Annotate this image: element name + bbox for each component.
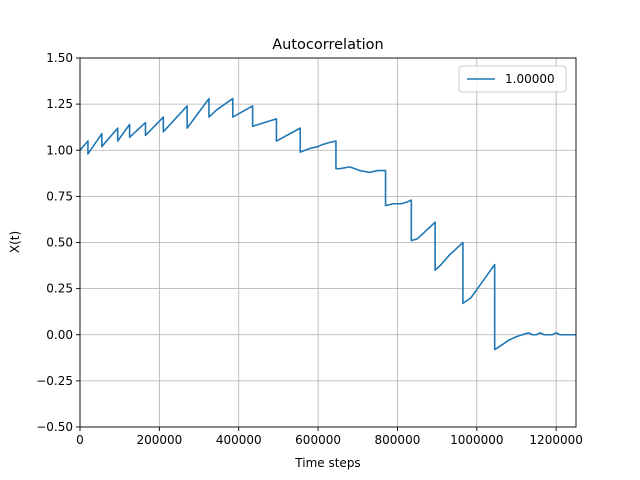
legend: 1.00000	[458, 65, 567, 93]
x-tick-label: 200000	[136, 433, 182, 447]
series-line-0	[80, 97, 576, 351]
x-tick-label: 1200000	[529, 433, 582, 447]
x-tick-label: 400000	[216, 433, 262, 447]
y-tick-label: 1.00	[46, 143, 73, 157]
y-axis-label: X(t)	[8, 231, 22, 253]
y-tick-label: 1.50	[46, 51, 73, 65]
plot-area	[80, 97, 576, 351]
chart-title: Autocorrelation	[272, 37, 383, 53]
y-axis-ticks: −0.50 −0.25 0.00 0.25 0.50 0.75 1.00 1.25 1.50	[36, 51, 80, 434]
x-tick-label: 1000000	[450, 433, 503, 447]
y-tick-label: 0.50	[46, 236, 73, 250]
x-axis-ticks: 0 200000 400000 600000 800000 1000000 1200000	[76, 427, 583, 447]
y-tick-label: 1.25	[46, 97, 73, 111]
y-tick-label: 0.75	[46, 189, 73, 203]
x-axis-label: Time steps	[294, 456, 360, 470]
x-tick-label: 800000	[375, 433, 421, 447]
y-tick-label: −0.50	[36, 420, 73, 434]
x-tick-label: 600000	[295, 433, 341, 447]
y-tick-label: 0.00	[46, 328, 73, 342]
legend-label: 1.00000	[505, 72, 555, 86]
legend-box	[458, 65, 567, 93]
x-tick-label: 0	[76, 433, 84, 447]
y-tick-label: 0.25	[46, 282, 73, 296]
y-tick-label: −0.25	[36, 374, 73, 388]
